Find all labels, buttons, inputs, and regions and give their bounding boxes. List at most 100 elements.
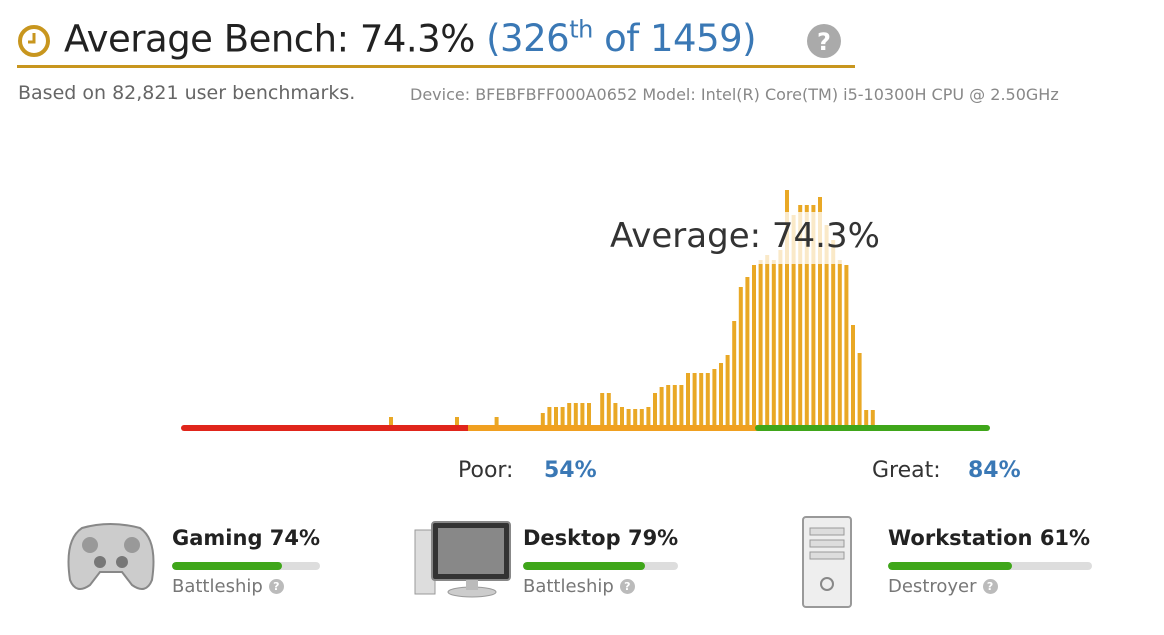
gamepad-icon xyxy=(67,523,155,590)
histogram-bar xyxy=(580,403,585,425)
poor-label: Poor: xyxy=(458,458,514,483)
histogram-bar xyxy=(659,387,664,425)
histogram-bar xyxy=(804,205,809,425)
score-track xyxy=(523,562,678,570)
histogram-bar xyxy=(758,260,763,425)
histogram-bar xyxy=(831,240,836,425)
clock-icon xyxy=(18,25,50,57)
tier-text: Destroyer xyxy=(888,576,977,597)
rank-suffix: th xyxy=(569,16,593,44)
histogram-bar xyxy=(824,225,829,425)
histogram-bar xyxy=(389,417,393,425)
rank: (326th of 1459) xyxy=(486,16,757,61)
poor-value: 54% xyxy=(544,458,597,483)
help-icon[interactable] xyxy=(807,24,841,58)
category-title: Workstation 61% xyxy=(888,526,1090,550)
histogram-bar xyxy=(620,407,624,425)
histogram-bar xyxy=(639,409,644,425)
histogram-bar xyxy=(771,260,776,425)
subtitle: Based on 82,821 user benchmarks. xyxy=(18,82,356,104)
great-value: 84% xyxy=(968,458,1021,483)
histogram-bar xyxy=(672,385,677,425)
tier-text: Battleship xyxy=(172,576,263,597)
histogram-bar xyxy=(785,190,789,425)
histogram-bar xyxy=(811,205,816,425)
histogram-bar xyxy=(679,385,684,425)
histogram-bar xyxy=(613,403,618,425)
title-underline xyxy=(17,65,855,68)
histogram-bar xyxy=(455,417,459,425)
histogram-bar xyxy=(686,373,690,425)
histogram-bar xyxy=(587,403,591,425)
histogram-bar xyxy=(844,265,849,425)
tier-help[interactable]: ? xyxy=(982,579,998,594)
histogram-bar xyxy=(554,407,558,425)
histogram-bar xyxy=(547,407,552,425)
histogram-bar xyxy=(666,385,671,425)
category-title: Desktop 79% xyxy=(523,526,678,550)
rank-total: of 1459) xyxy=(592,17,757,61)
label-backdrop xyxy=(605,212,880,264)
histogram-bar xyxy=(752,265,756,425)
category-name: Workstation xyxy=(888,526,1033,550)
category-title: Gaming 74% xyxy=(172,526,320,550)
histogram-bar xyxy=(560,407,565,425)
category-name: Desktop xyxy=(523,526,621,550)
histogram-bar xyxy=(600,393,605,425)
histogram-bar xyxy=(798,205,803,425)
histogram-bar xyxy=(567,403,572,425)
category-tier: Battleship? xyxy=(172,576,284,597)
histogram-bar xyxy=(540,413,545,425)
histogram-bar xyxy=(738,287,743,425)
average-label: Average: 74.3% xyxy=(610,216,880,256)
category-score: 79% xyxy=(627,526,679,550)
histogram-bar xyxy=(712,369,717,425)
tier-text: Battleship xyxy=(523,576,614,597)
category-score: 74% xyxy=(269,526,321,550)
histogram-bar xyxy=(864,410,869,425)
histogram-bar xyxy=(705,373,710,425)
workstation-icon xyxy=(802,516,852,608)
histogram-bar xyxy=(692,373,697,425)
device-info: Device: BFEBFBFF000A0652 Model: Intel(R)… xyxy=(410,85,1059,104)
category-tier: Battleship? xyxy=(523,576,635,597)
histogram-bar xyxy=(870,410,875,425)
histogram-bar xyxy=(719,363,723,425)
histogram-bar xyxy=(732,321,737,425)
rank-number: (326 xyxy=(486,17,570,61)
desktop-icon xyxy=(414,521,511,598)
category-tier: Destroyer? xyxy=(888,576,998,597)
category-name: Gaming xyxy=(172,526,263,550)
histogram-bar xyxy=(653,393,657,425)
clock-hand xyxy=(28,33,36,44)
histogram-bar xyxy=(699,373,704,425)
histogram-bar xyxy=(494,417,499,425)
histogram-bar xyxy=(851,325,855,425)
histogram-bar xyxy=(725,355,730,425)
histogram-bar xyxy=(626,409,631,425)
histogram-bar xyxy=(778,250,783,425)
great-label: Great: xyxy=(872,458,941,483)
histogram-bar xyxy=(765,255,770,425)
histogram-bar xyxy=(573,403,578,425)
help-mark: ? xyxy=(817,28,831,56)
histogram-bar xyxy=(791,215,796,425)
title: Average Bench: 74.3% (326th of 1459) xyxy=(64,16,757,61)
histogram-bar xyxy=(837,260,842,425)
tier-help[interactable]: ? xyxy=(619,579,635,594)
score-fill xyxy=(172,562,282,570)
histogram-bar xyxy=(745,277,750,425)
category-score: 61% xyxy=(1039,526,1091,550)
histogram-bar xyxy=(606,393,611,425)
histogram-bar xyxy=(818,197,822,425)
title-text: Average Bench: 74.3% xyxy=(64,17,475,61)
histogram xyxy=(389,190,875,425)
score-track xyxy=(172,562,320,570)
histogram-bar xyxy=(857,353,862,425)
tier-help[interactable]: ? xyxy=(268,579,284,594)
score-fill xyxy=(888,562,1013,570)
histogram-bar xyxy=(633,409,638,425)
score-fill xyxy=(523,562,646,570)
